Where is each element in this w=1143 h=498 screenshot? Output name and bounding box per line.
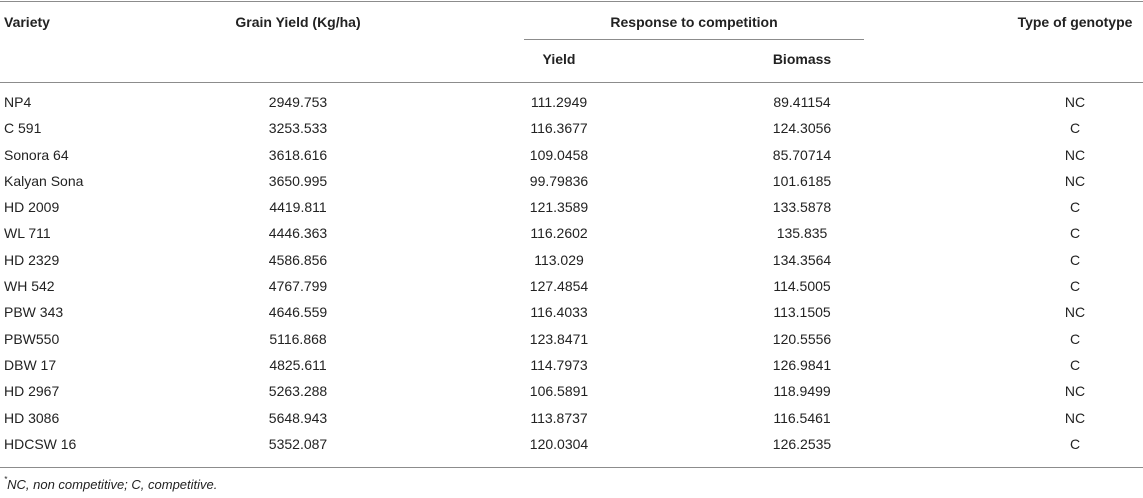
- cell-type-of-genotype: NC: [1064, 172, 1086, 189]
- cell-biomass: 135.835: [776, 225, 828, 242]
- cell-biomass: 134.3564: [772, 251, 832, 268]
- cell-yield: 114.7973: [530, 356, 588, 373]
- cell-variety: PBW550: [4, 330, 60, 347]
- table-row: WH 542 4767.799 127.4854 114.5005 C: [0, 274, 1143, 300]
- cell-yield: 109.0458: [529, 146, 589, 163]
- cell-type-of-genotype: C: [1069, 251, 1081, 268]
- cell-variety: HD 2009: [4, 199, 60, 216]
- cell-variety: Kalyan Sona: [4, 172, 84, 189]
- table-body: NP4 2949.753 111.2949 89.41154 NC C 591 3253.5…: [0, 90, 1143, 458]
- cell-biomass: 118.9499: [773, 383, 831, 400]
- cell-type-of-genotype: C: [1069, 120, 1081, 137]
- cell-biomass: 113.1505: [773, 304, 831, 321]
- cell-grain-yield: 4646.559: [268, 304, 328, 321]
- cell-yield: 127.4854: [529, 278, 589, 295]
- header-variety: Variety: [4, 14, 50, 30]
- cell-yield: 116.4033: [530, 304, 588, 321]
- table-bottom-rule: [0, 467, 1143, 468]
- cell-type-of-genotype: C: [1069, 199, 1081, 216]
- cell-biomass: 133.5878: [772, 199, 832, 216]
- cell-grain-yield: 4419.811: [269, 199, 327, 216]
- header-yield: Yield: [542, 51, 576, 67]
- cell-type-of-genotype: NC: [1064, 94, 1086, 110]
- table-row: C 591 3253.533 116.3677 124.3056 C: [0, 116, 1143, 142]
- table-footnote: *NC, non competitive; C, competitive.: [4, 475, 218, 492]
- table-row: WL 711 4446.363 116.2602 135.835 C: [0, 221, 1143, 247]
- cell-yield: 123.8471: [529, 330, 589, 347]
- table-row: HD 3086 5648.943 113.8737 116.5461 NC: [0, 406, 1143, 432]
- cell-grain-yield: 5352.087: [268, 435, 328, 452]
- cell-grain-yield: 4825.611: [269, 356, 327, 373]
- cell-type-of-genotype: C: [1069, 356, 1081, 373]
- cell-variety: HD 3086: [4, 409, 60, 426]
- cell-type-of-genotype: C: [1069, 278, 1081, 295]
- cell-biomass: 126.9841: [772, 356, 832, 373]
- cell-grain-yield: 2949.753: [268, 94, 328, 110]
- cell-type-of-genotype: NC: [1064, 409, 1086, 426]
- cell-type-of-genotype: C: [1069, 435, 1081, 452]
- table-row: Sonora 64 3618.616 109.0458 85.70714 NC: [0, 143, 1143, 169]
- cell-grain-yield: 4586.856: [268, 251, 328, 268]
- cell-variety: PBW 343: [4, 304, 64, 321]
- cell-yield: 99.79836: [529, 172, 589, 189]
- footnote-marker: *: [4, 475, 8, 484]
- table-row: PBW 343 4646.559 116.4033 113.1505 NC: [0, 300, 1143, 326]
- cell-grain-yield: 5648.943: [268, 409, 328, 426]
- cell-grain-yield: 5263.288: [268, 383, 328, 400]
- table-row: NP4 2949.753 111.2949 89.41154 NC: [0, 90, 1143, 116]
- cell-yield: 113.029: [534, 251, 584, 268]
- cell-grain-yield: 4767.799: [268, 278, 328, 295]
- table-row: Kalyan Sona 3650.995 99.79836 101.6185 NC: [0, 169, 1143, 195]
- table-row: HD 2009 4419.811 121.3589 133.5878 C: [0, 195, 1143, 221]
- cell-biomass: 124.3056: [772, 120, 832, 137]
- cell-variety: HDCSW 16: [4, 435, 77, 452]
- cell-variety: WH 542: [4, 278, 55, 295]
- cell-variety: C 591: [4, 120, 42, 137]
- cell-variety: WL 711: [4, 225, 51, 242]
- cell-grain-yield: 3618.616: [268, 146, 328, 163]
- cell-grain-yield: 5116.868: [269, 330, 327, 347]
- cell-biomass: 120.5556: [772, 330, 832, 347]
- response-group-rule: [524, 39, 864, 40]
- table-row: DBW 17 4825.611 114.7973 126.9841 C: [0, 353, 1143, 379]
- cell-yield: 116.3677: [530, 120, 588, 137]
- cell-yield: 121.3589: [529, 199, 589, 216]
- cell-variety: HD 2329: [4, 251, 60, 268]
- cell-type-of-genotype: NC: [1064, 304, 1086, 321]
- cell-variety: Sonora 64: [4, 146, 69, 163]
- cell-biomass: 89.41154: [773, 94, 831, 110]
- header-biomass: Biomass: [772, 51, 832, 67]
- footnote-text: NC, non competitive; C, competitive.: [7, 477, 218, 492]
- cell-biomass: 126.2535: [772, 435, 832, 452]
- cell-biomass: 85.70714: [772, 146, 832, 163]
- header-grain-yield: Grain Yield (Kg/ha): [235, 14, 361, 30]
- header-response-to-competition: Response to competition: [610, 14, 778, 30]
- cell-type-of-genotype: C: [1069, 225, 1081, 242]
- table-row: HDCSW 16 5352.087 120.0304 126.2535 C: [0, 432, 1143, 458]
- table-header-rule: [0, 82, 1143, 83]
- cell-biomass: 101.6185: [772, 172, 832, 189]
- header-type-of-genotype: Type of genotype: [1017, 14, 1133, 30]
- cell-yield: 111.2949: [530, 94, 588, 110]
- cell-grain-yield: 3253.533: [268, 120, 328, 137]
- table-row: HD 2967 5263.288 106.5891 118.9499 NC: [0, 379, 1143, 405]
- cell-variety: HD 2967: [4, 383, 60, 400]
- cell-variety: NP4: [4, 94, 32, 110]
- table-row: PBW550 5116.868 123.8471 120.5556 C: [0, 327, 1143, 353]
- cell-yield: 106.5891: [529, 383, 589, 400]
- cell-type-of-genotype: NC: [1064, 146, 1086, 163]
- cell-yield: 113.8737: [530, 409, 588, 426]
- cell-variety: DBW 17: [4, 356, 57, 373]
- cell-grain-yield: 4446.363: [268, 225, 328, 242]
- table-top-rule: [0, 1, 1143, 2]
- cell-grain-yield: 3650.995: [268, 172, 328, 189]
- cell-type-of-genotype: C: [1069, 330, 1081, 347]
- table-row: HD 2329 4586.856 113.029 134.3564 C: [0, 248, 1143, 274]
- cell-biomass: 114.5005: [773, 278, 831, 295]
- cell-yield: 120.0304: [529, 435, 589, 452]
- cell-biomass: 116.5461: [773, 409, 831, 426]
- cell-yield: 116.2602: [530, 225, 588, 242]
- cell-type-of-genotype: NC: [1064, 383, 1086, 400]
